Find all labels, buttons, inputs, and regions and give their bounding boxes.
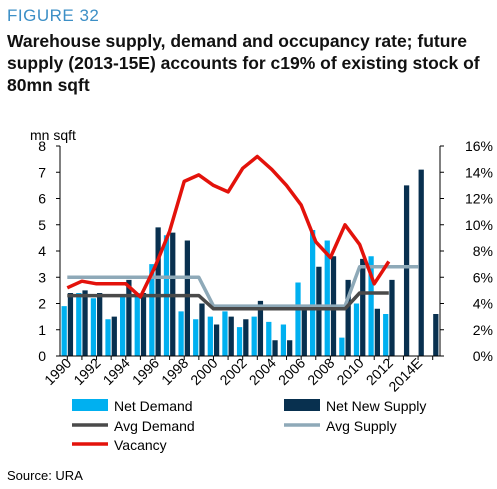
x-tick-label: 1998 xyxy=(158,355,191,388)
y-axis-unit-label: mn sqft xyxy=(30,127,76,143)
net-demand-bar xyxy=(134,293,140,356)
net-demand-bar xyxy=(149,264,155,356)
avg-supply-line xyxy=(67,265,419,308)
x-tick-label: 1996 xyxy=(129,355,162,388)
net-new-supply-bar xyxy=(243,319,249,356)
x-tick-label: 2006 xyxy=(275,355,308,388)
left-tick-label: 8 xyxy=(38,138,46,154)
right-tick-label: 8% xyxy=(473,243,493,259)
net-new-supply-bar xyxy=(199,303,205,356)
net-new-supply-bar xyxy=(228,316,234,356)
net-new-supply-bar xyxy=(272,340,278,356)
left-tick-label: 4 xyxy=(38,243,46,259)
legend-label: Vacancy xyxy=(114,437,167,453)
left-tick-label: 3 xyxy=(38,269,46,285)
right-tick-label: 2% xyxy=(473,322,493,338)
net-new-supply-bar xyxy=(418,169,424,356)
net-demand-bar xyxy=(353,303,360,356)
x-tick-label: 2002 xyxy=(216,355,249,388)
left-tick-label: 0 xyxy=(38,348,46,364)
legend-label: Net Demand xyxy=(114,398,193,414)
right-tick-label: 14% xyxy=(465,164,493,180)
net-demand-bar xyxy=(295,282,301,356)
right-tick-label: 0% xyxy=(473,348,493,364)
net-new-supply-bar xyxy=(184,240,190,356)
right-tick-label: 12% xyxy=(465,191,493,207)
net-demand-bar xyxy=(222,311,228,356)
net-new-supply-bar xyxy=(389,279,395,356)
net-new-supply-bar xyxy=(155,227,161,356)
net-new-supply-bar xyxy=(345,279,351,356)
legend-label: Avg Demand xyxy=(114,418,195,434)
net-new-supply-bar xyxy=(140,293,147,356)
net-demand-bar xyxy=(76,293,82,356)
net-new-supply-bar xyxy=(301,306,307,356)
net-new-supply-bar xyxy=(97,293,103,356)
left-tick-label: 6 xyxy=(38,191,46,207)
left-tick-label: 7 xyxy=(38,164,46,180)
x-tick-label: 1992 xyxy=(70,355,103,388)
net-new-supply-bar xyxy=(433,314,439,356)
net-new-supply-bar xyxy=(82,290,88,356)
net-demand-bar xyxy=(310,230,316,356)
net-new-supply-bar xyxy=(287,340,293,356)
vacancy-line xyxy=(66,154,391,299)
net-new-supply-bar xyxy=(403,185,410,356)
right-tick-label: 16% xyxy=(465,138,493,154)
net-demand-bar xyxy=(178,311,184,356)
x-tick-label: 2014E xyxy=(385,355,425,395)
net-new-supply-bar xyxy=(126,279,132,356)
net-demand-bar xyxy=(193,319,199,356)
legend-swatch xyxy=(72,399,108,411)
net-new-supply-bar xyxy=(360,258,366,356)
net-demand-bar xyxy=(207,316,213,356)
legend-label: Net New Supply xyxy=(326,398,426,414)
net-demand-bar xyxy=(280,324,287,356)
legend-label: Avg Supply xyxy=(326,418,397,434)
left-tick-label: 5 xyxy=(38,217,46,233)
x-tick-label: 2004 xyxy=(246,355,279,388)
net-demand-bar xyxy=(251,316,257,356)
right-tick-label: 10% xyxy=(465,217,493,233)
x-tick-label: 1990 xyxy=(41,355,74,388)
net-demand-bar xyxy=(120,295,126,356)
chart-canvas: 0 1 2 3 4 5 6 7 8 0% 2% 4% 6% 8% 10% 12% 14% 16% mn sqft 19… xyxy=(30,127,493,453)
net-demand-bar xyxy=(368,256,374,356)
net-demand-bar xyxy=(383,314,389,356)
net-demand-bar xyxy=(339,337,345,356)
x-tick-label: 1994 xyxy=(100,355,133,388)
net-demand-bar xyxy=(105,319,111,356)
source-note: Source: URA xyxy=(7,468,83,483)
net-demand-bar xyxy=(266,321,272,356)
left-tick-label: 2 xyxy=(38,296,46,312)
net-new-supply-bar xyxy=(111,316,117,356)
right-tick-label: 4% xyxy=(473,296,493,312)
net-new-supply-bar xyxy=(374,308,380,356)
net-demand-bar xyxy=(236,327,243,356)
figure-label: FIGURE 32 xyxy=(7,6,100,25)
net-new-supply-bar xyxy=(67,293,74,356)
net-new-supply-bar xyxy=(213,324,220,356)
avg-demand-line xyxy=(67,291,389,311)
x-tick-label: 2008 xyxy=(304,355,337,388)
x-tick-label: 2000 xyxy=(187,355,220,388)
left-tick-label: 1 xyxy=(38,322,46,338)
legend-swatch xyxy=(284,399,320,411)
x-tick-label: 2010 xyxy=(333,355,366,388)
chart-title: Warehouse supply, demand and occupancy r… xyxy=(7,31,480,95)
net-new-supply-bar xyxy=(257,300,264,356)
net-demand-bar xyxy=(324,240,330,356)
right-tick-label: 6% xyxy=(473,269,493,285)
net-demand-bar xyxy=(90,298,97,356)
net-demand-bar xyxy=(61,306,67,356)
net-new-supply-bar xyxy=(316,266,322,356)
